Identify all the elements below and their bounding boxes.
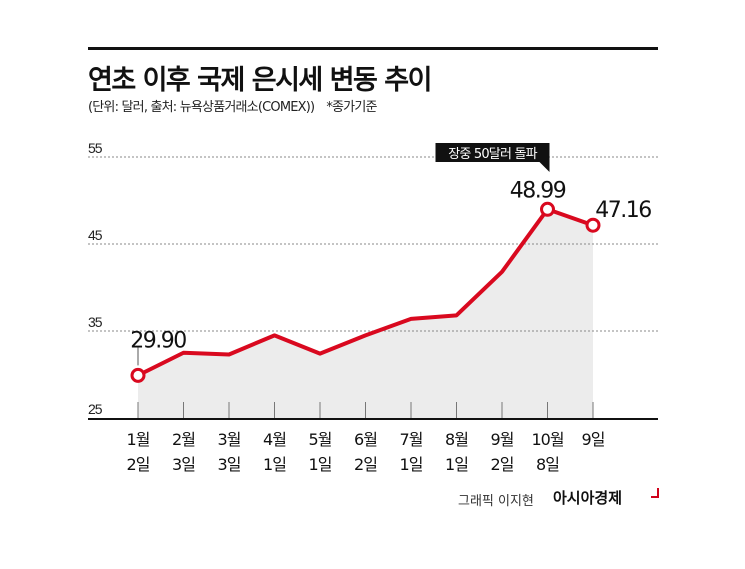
y-tick-label: 35	[88, 314, 103, 330]
data-point-marker	[585, 217, 601, 233]
x-tick-label: 4월	[263, 430, 286, 449]
x-tick-label: 9월	[491, 430, 514, 449]
x-tick-label: 8월	[445, 430, 468, 449]
x-tick-label: 2일	[491, 455, 514, 474]
annotation-pointer	[539, 162, 550, 172]
chart-title: 연초 이후 국제 은시세 변동 추이	[88, 65, 432, 96]
area-fill	[138, 209, 593, 418]
data-label: 48.99	[510, 178, 566, 203]
x-tick-label: 1일	[263, 455, 286, 474]
x-tick-label: 8일	[536, 455, 559, 474]
x-tick-label: 1일	[445, 455, 468, 474]
x-tick-label: 9일	[582, 430, 605, 449]
x-tick-label: 10월	[531, 430, 563, 449]
chart-subtitle: (단위: 달러, 출처: 뉴욕상품거래소(COMEX)) *종가기준	[88, 96, 377, 115]
data-label: 47.16	[595, 198, 651, 223]
x-tick-label: 7월	[400, 430, 423, 449]
unit-source: (단위: 달러, 출처: 뉴욕상품거래소(COMEX))	[88, 100, 315, 115]
brand-logo: 아시아경제	[553, 489, 623, 507]
series-line	[137, 207, 594, 378]
x-tick-label: 1일	[400, 455, 423, 474]
y-tick-label: 55	[88, 140, 103, 156]
x-tick-label: 2일	[354, 455, 377, 474]
annotation-box	[435, 143, 550, 162]
basis-note: *종가기준	[326, 100, 377, 115]
brand-mark-icon	[651, 488, 659, 498]
x-tick-label: 1월	[127, 430, 150, 449]
x-tick-label: 1일	[309, 455, 332, 474]
annotation-text: 장중 50달러 돌파	[448, 147, 537, 162]
data-label: 29.90	[130, 328, 186, 353]
y-tick-label: 45	[88, 227, 103, 243]
data-point-marker	[130, 367, 146, 383]
x-tick-label: 3월	[218, 430, 241, 449]
x-tick-label: 2월	[172, 430, 195, 449]
y-tick-label: 25	[88, 401, 103, 417]
x-tick-label: 2일	[127, 455, 150, 474]
graphic-credit: 그래픽 이지현	[458, 494, 534, 509]
x-tick-label: 3일	[172, 455, 195, 474]
top-rule	[88, 47, 658, 50]
x-tick-label: 6월	[354, 430, 377, 449]
data-point-marker	[540, 201, 555, 217]
x-tick-label: 3일	[218, 455, 241, 474]
x-tick-label: 5월	[309, 430, 332, 449]
